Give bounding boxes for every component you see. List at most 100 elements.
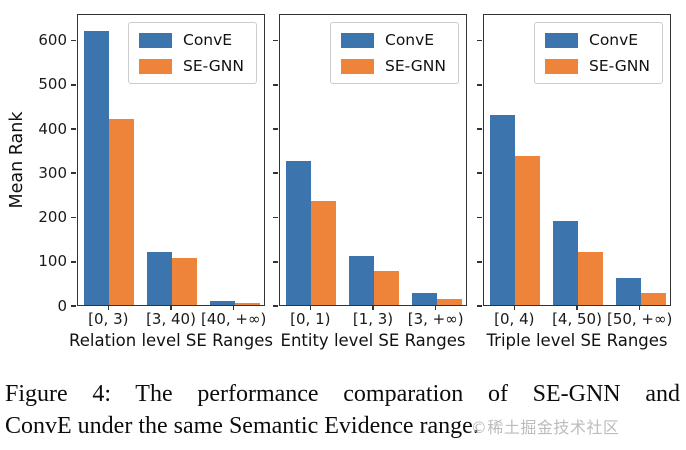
y-tick-mark bbox=[477, 39, 482, 42]
bar-SE-GNN-1 bbox=[172, 258, 197, 305]
figure-caption: Figure 4: The performance comparation of… bbox=[5, 379, 680, 443]
y-tick-label: 100 bbox=[38, 252, 67, 271]
y-tick-mark bbox=[71, 216, 76, 219]
x-tick-mark bbox=[638, 306, 641, 310]
bar-chart-figure: Mean Rank ConvE SE-GNN [0, 3) [3, 40) [40, … bbox=[7, 14, 672, 350]
legend-row-SE-GNN: SE-GNN bbox=[545, 57, 651, 75]
bar-SE-GNN-0 bbox=[311, 201, 337, 305]
y-tick-mark bbox=[71, 83, 76, 86]
legend-row-SE-GNN: SE-GNN bbox=[139, 57, 245, 75]
y-axis-label: Mean Rank bbox=[7, 111, 27, 209]
y-tick-label: 500 bbox=[38, 75, 67, 94]
y-tick-mark bbox=[273, 260, 278, 263]
legend-swatch-SE-GNN bbox=[139, 58, 172, 74]
legend: ConvE SE-GNN bbox=[128, 22, 257, 84]
bar-ConvE-0 bbox=[84, 31, 110, 305]
caption-line-1: Figure 4: The performance comparation of… bbox=[5, 381, 680, 407]
legend-label: ConvE bbox=[385, 31, 435, 49]
x-tick-label: [0, 3) bbox=[88, 310, 129, 328]
legend-row-ConvE: ConvE bbox=[139, 31, 245, 49]
y-tick-label: 300 bbox=[38, 163, 67, 182]
legend-label: SE-GNN bbox=[589, 57, 650, 75]
x-tick-mark bbox=[232, 306, 235, 310]
bar-ConvE-0 bbox=[490, 115, 516, 305]
legend-swatch-ConvE bbox=[341, 32, 374, 48]
caption-line-2: ConvE under the same Semantic Evidence r… bbox=[5, 411, 680, 444]
bar-SE-GNN-2 bbox=[234, 302, 260, 305]
legend-swatch-SE-GNN bbox=[545, 58, 578, 74]
y-tick-mark bbox=[477, 216, 482, 219]
y-tick-label: 0 bbox=[57, 296, 67, 315]
subplot-triple-level: ConvE SE-GNN [0, 4) [4, 50) [50, +∞) Triple … bbox=[477, 14, 672, 350]
x-tick-mark bbox=[576, 306, 578, 310]
x-tick-mark bbox=[372, 306, 374, 310]
x-tick-mark bbox=[170, 306, 172, 310]
subplot-entity-level: ConvE SE-GNN [0, 1) [1, 3) [3, +∞) Entity le… bbox=[273, 14, 467, 350]
legend-swatch-SE-GNN bbox=[341, 58, 374, 74]
legend-row-ConvE: ConvE bbox=[341, 31, 447, 49]
plot-area: ConvE SE-GNN bbox=[77, 14, 265, 306]
watermark-text: ©稀土掘金技术社区 bbox=[470, 417, 620, 437]
x-tick-mark bbox=[434, 306, 437, 310]
x-tick-mark bbox=[107, 306, 110, 310]
y-tick-mark bbox=[477, 83, 482, 86]
y-tick-mark bbox=[71, 260, 76, 263]
x-tick-label: [40, +∞) bbox=[200, 310, 267, 328]
plot-area: ConvE SE-GNN bbox=[483, 14, 671, 306]
y-tick-label: 200 bbox=[38, 208, 67, 226]
y-tick-mark bbox=[273, 128, 278, 130]
bar-SE-GNN-1 bbox=[578, 251, 603, 305]
x-tick-label: [0, 4) bbox=[494, 310, 535, 328]
caption-line-2-text: ConvE under the same Semantic Evidence r… bbox=[5, 412, 479, 439]
bar-SE-GNN-0 bbox=[109, 119, 135, 305]
bar-ConvE-2 bbox=[209, 300, 235, 305]
y-tick-mark bbox=[71, 128, 76, 130]
bar-ConvE-1 bbox=[553, 220, 578, 305]
legend-label: ConvE bbox=[589, 31, 639, 49]
x-tick-label: [0, 1) bbox=[290, 310, 331, 328]
y-tick-label: 600 bbox=[38, 31, 67, 50]
y-tick-mark bbox=[273, 172, 278, 175]
x-axis-label: Relation level SE Ranges bbox=[69, 331, 273, 350]
bar-ConvE-1 bbox=[349, 255, 374, 305]
bar-SE-GNN-0 bbox=[515, 156, 541, 305]
legend-swatch-ConvE bbox=[139, 32, 172, 48]
subplot-relation-level: ConvE SE-GNN [0, 3) [3, 40) [40, +∞) 0 100 200… bbox=[38, 14, 273, 350]
y-tick-mark bbox=[477, 305, 482, 307]
y-tick-mark bbox=[273, 39, 278, 42]
y-tick-mark bbox=[273, 83, 278, 86]
x-tick-label: [3, +∞) bbox=[407, 310, 464, 328]
plot-area: ConvE SE-GNN bbox=[279, 14, 467, 306]
legend-row-ConvE: ConvE bbox=[545, 31, 651, 49]
bar-SE-GNN-2 bbox=[436, 298, 462, 305]
bar-SE-GNN-1 bbox=[374, 270, 399, 305]
x-tick-label: [1, 3) bbox=[352, 310, 394, 328]
x-axis-label: Entity level SE Ranges bbox=[280, 331, 466, 350]
bar-ConvE-1 bbox=[147, 251, 172, 305]
legend: ConvE SE-GNN bbox=[330, 22, 459, 84]
legend-label: ConvE bbox=[183, 31, 233, 49]
y-tick-label: 400 bbox=[38, 119, 67, 138]
bar-ConvE-2 bbox=[411, 293, 437, 305]
x-tick-mark bbox=[513, 306, 516, 310]
y-tick-mark bbox=[273, 216, 278, 219]
bar-ConvE-2 bbox=[615, 277, 641, 305]
y-tick-mark bbox=[273, 305, 278, 307]
y-tick-mark bbox=[477, 172, 482, 175]
y-tick-mark bbox=[71, 39, 76, 42]
bar-SE-GNN-2 bbox=[640, 292, 666, 305]
y-tick-mark bbox=[71, 172, 76, 175]
y-tick-mark bbox=[477, 128, 482, 130]
bar-ConvE-0 bbox=[286, 160, 312, 305]
y-tick-mark bbox=[477, 260, 482, 263]
x-tick-label: [4, 50) bbox=[552, 310, 602, 328]
x-axis-label: Triple level SE Ranges bbox=[486, 331, 668, 350]
legend-swatch-ConvE bbox=[545, 32, 578, 48]
x-tick-label: [3, 40) bbox=[146, 310, 196, 328]
legend: ConvE SE-GNN bbox=[534, 22, 663, 84]
legend-label: SE-GNN bbox=[385, 57, 446, 75]
legend-row-SE-GNN: SE-GNN bbox=[341, 57, 447, 75]
x-tick-mark bbox=[309, 306, 312, 310]
y-tick-mark bbox=[71, 305, 76, 307]
